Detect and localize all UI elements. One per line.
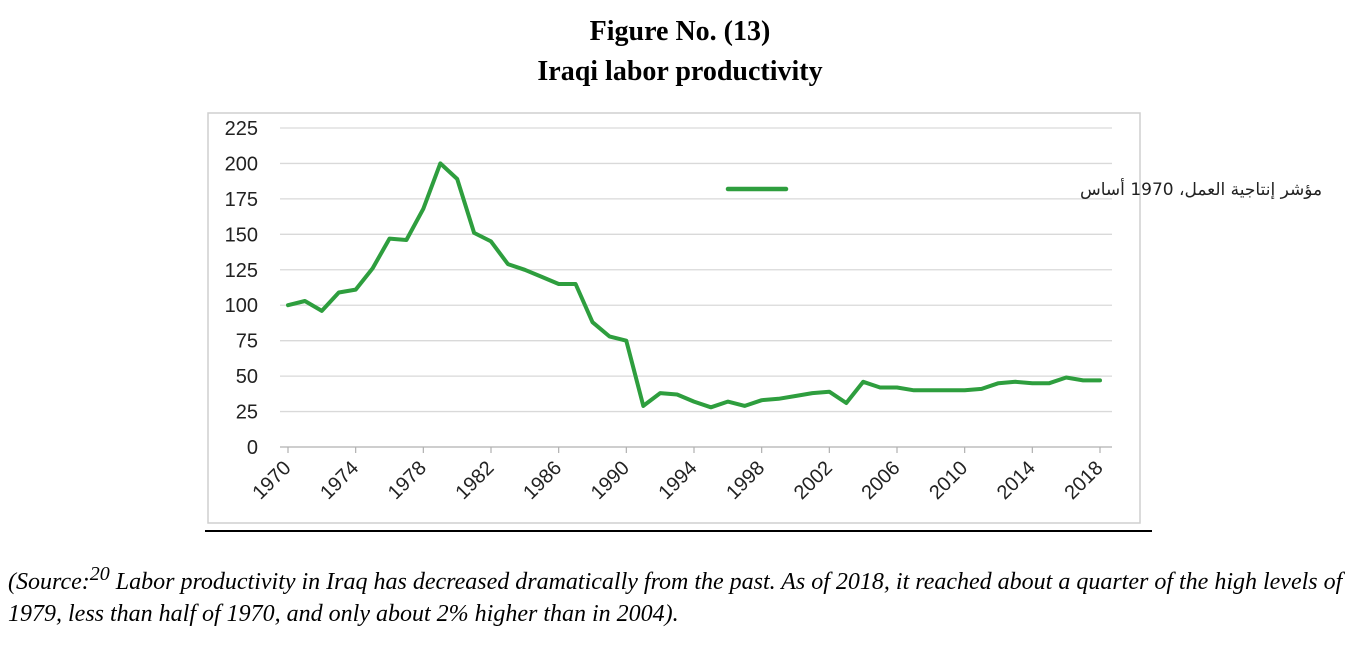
data-point bbox=[354, 288, 358, 292]
caption-text: Labor productivity in Iraq has decreased… bbox=[8, 569, 1343, 627]
data-point bbox=[658, 391, 662, 395]
data-point bbox=[996, 381, 1001, 385]
data-point bbox=[861, 380, 865, 384]
data-point bbox=[624, 339, 628, 343]
y-tick-label: 175 bbox=[225, 189, 258, 211]
data-point bbox=[557, 282, 561, 286]
data-point bbox=[286, 303, 290, 307]
data-point bbox=[709, 405, 713, 409]
caption-prefix: (Source: bbox=[8, 569, 90, 595]
data-point bbox=[675, 392, 679, 397]
data-point bbox=[912, 388, 916, 392]
data-point bbox=[692, 400, 696, 404]
y-tick-label: 200 bbox=[225, 153, 258, 175]
data-point bbox=[421, 207, 425, 211]
data-point bbox=[963, 388, 967, 392]
figure-number: Figure No. (13) bbox=[589, 16, 771, 47]
data-point bbox=[472, 231, 476, 235]
data-point bbox=[776, 397, 781, 401]
figure-title: Iraqi labor productivity bbox=[537, 56, 823, 87]
data-point bbox=[1098, 378, 1102, 382]
data-point bbox=[337, 290, 341, 295]
data-point bbox=[506, 262, 510, 266]
data-point bbox=[844, 401, 848, 405]
data-point bbox=[404, 238, 409, 242]
legend-label: مؤشر إنتاجية العمل، 1970 أساس bbox=[1080, 178, 1322, 200]
data-point bbox=[303, 299, 307, 303]
data-point bbox=[607, 334, 612, 339]
data-point bbox=[641, 404, 645, 408]
data-point bbox=[1047, 381, 1051, 385]
data-point bbox=[387, 236, 392, 241]
data-point bbox=[590, 320, 595, 324]
y-tick-label: 0 bbox=[247, 437, 258, 459]
y-tick-label: 225 bbox=[225, 118, 258, 140]
data-point bbox=[760, 398, 764, 402]
data-point bbox=[489, 239, 493, 244]
data-point bbox=[438, 161, 442, 166]
data-point bbox=[946, 388, 950, 392]
data-point bbox=[827, 390, 831, 394]
data-point bbox=[540, 275, 544, 279]
y-axis-ticks: 0 25 50 75 100 125 150 175 200 225 bbox=[225, 118, 258, 459]
data-point bbox=[793, 394, 798, 398]
data-point bbox=[979, 387, 984, 391]
caption-superscript: 20 bbox=[89, 563, 110, 585]
y-tick-label: 50 bbox=[236, 366, 258, 388]
data-point bbox=[573, 282, 578, 286]
y-tick-label: 100 bbox=[225, 295, 258, 317]
y-tick-label: 75 bbox=[236, 331, 258, 353]
y-tick-label: 125 bbox=[225, 260, 258, 282]
data-point bbox=[810, 391, 815, 395]
chart-frame bbox=[207, 112, 1141, 524]
data-point bbox=[455, 177, 459, 181]
gridlines bbox=[280, 127, 1112, 453]
y-tick-label: 25 bbox=[236, 402, 258, 424]
data-point bbox=[929, 388, 933, 392]
data-point bbox=[320, 309, 324, 313]
data-point bbox=[1013, 380, 1018, 384]
series-layer bbox=[286, 161, 1102, 410]
data-point bbox=[895, 385, 899, 390]
y-tick-label: 150 bbox=[225, 224, 258, 246]
legend: مؤشر إنتاجية العمل، 1970 أساس bbox=[725, 178, 1322, 200]
source-caption: (Source:20 Labor productivity in Iraq ha… bbox=[8, 558, 1358, 630]
data-point bbox=[726, 400, 730, 404]
data-point bbox=[1064, 375, 1068, 380]
data-point bbox=[370, 266, 375, 270]
data-point bbox=[743, 404, 747, 408]
data-point bbox=[878, 385, 882, 390]
data-point bbox=[1030, 381, 1034, 385]
data-point bbox=[1081, 378, 1085, 382]
data-point bbox=[523, 268, 527, 272]
